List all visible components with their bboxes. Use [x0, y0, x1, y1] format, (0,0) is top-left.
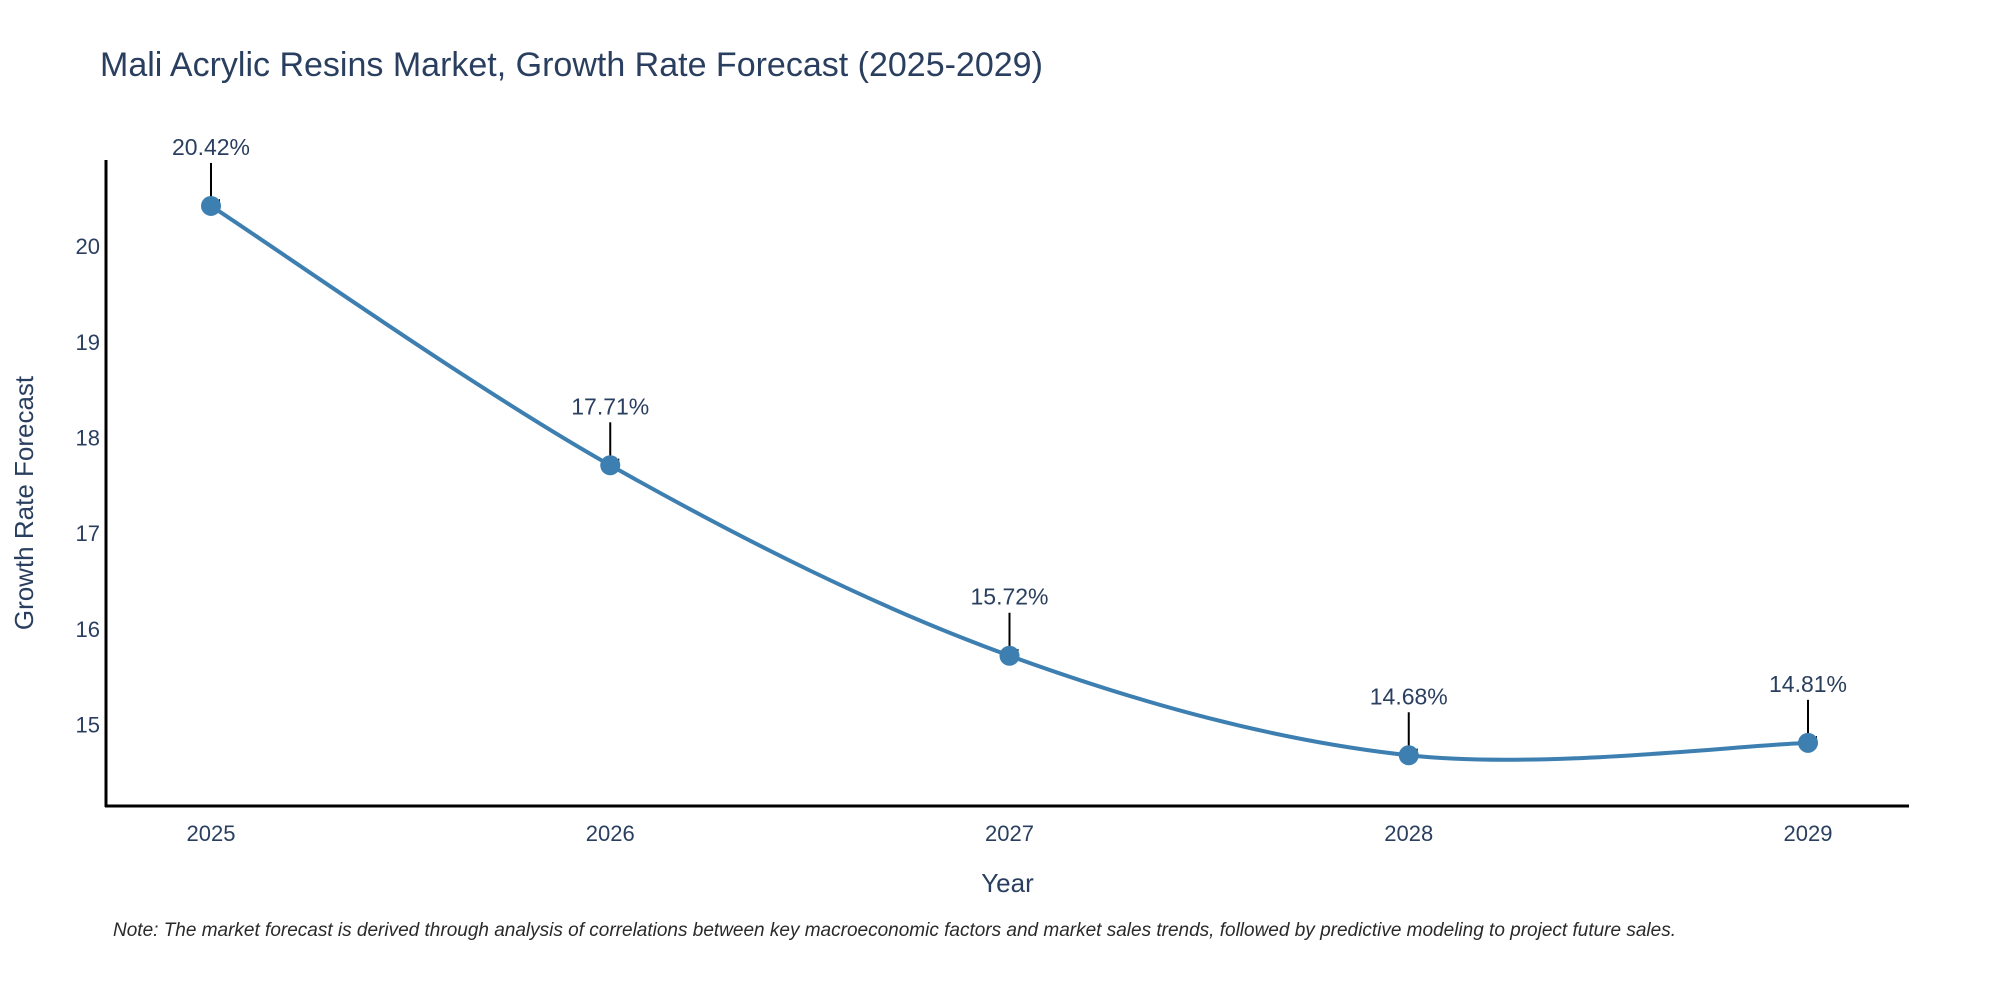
x-axis-title: Year	[981, 868, 1034, 898]
data-label: 20.42%	[172, 134, 250, 160]
data-point	[201, 195, 221, 216]
data-label: 15.72%	[970, 584, 1048, 610]
data-point	[600, 455, 621, 476]
series-line	[209, 203, 1810, 762]
annotation-group: 20.42% 17.71% 15.72% 14.68% 14.81%	[172, 134, 1847, 759]
data-label: 17.71%	[571, 393, 649, 419]
x-tick-label: 2026	[586, 821, 635, 846]
axes: 15 16 17 18 19 20 2025 2026 2027 2028 2029	[76, 160, 1909, 846]
x-tick-label: 2027	[985, 821, 1034, 846]
y-tick-label: 18	[76, 426, 100, 451]
data-point	[1398, 745, 1419, 766]
point-group	[201, 195, 1818, 766]
data-label: 14.68%	[1370, 683, 1448, 709]
data-label: 14.81%	[1769, 671, 1847, 697]
y-axis-title: Growth Rate Forecast	[9, 375, 39, 630]
x-tick-label: 2028	[1384, 821, 1433, 846]
y-tick-label: 17	[76, 521, 100, 546]
chart-note: Note: The market forecast is derived thr…	[113, 920, 1676, 941]
y-tick-label: 15	[76, 713, 100, 738]
chart-title: Mali Acrylic Resins Market, Growth Rate …	[100, 46, 1043, 84]
y-tick-label: 19	[76, 330, 100, 355]
y-tick-label: 16	[76, 617, 100, 642]
data-point	[1798, 732, 1818, 753]
data-point	[999, 645, 1020, 666]
series-line-group	[209, 203, 1810, 762]
x-tick-label: 2025	[187, 821, 236, 846]
y-tick-label: 20	[76, 234, 100, 259]
x-tick-label: 2029	[1784, 821, 1833, 846]
